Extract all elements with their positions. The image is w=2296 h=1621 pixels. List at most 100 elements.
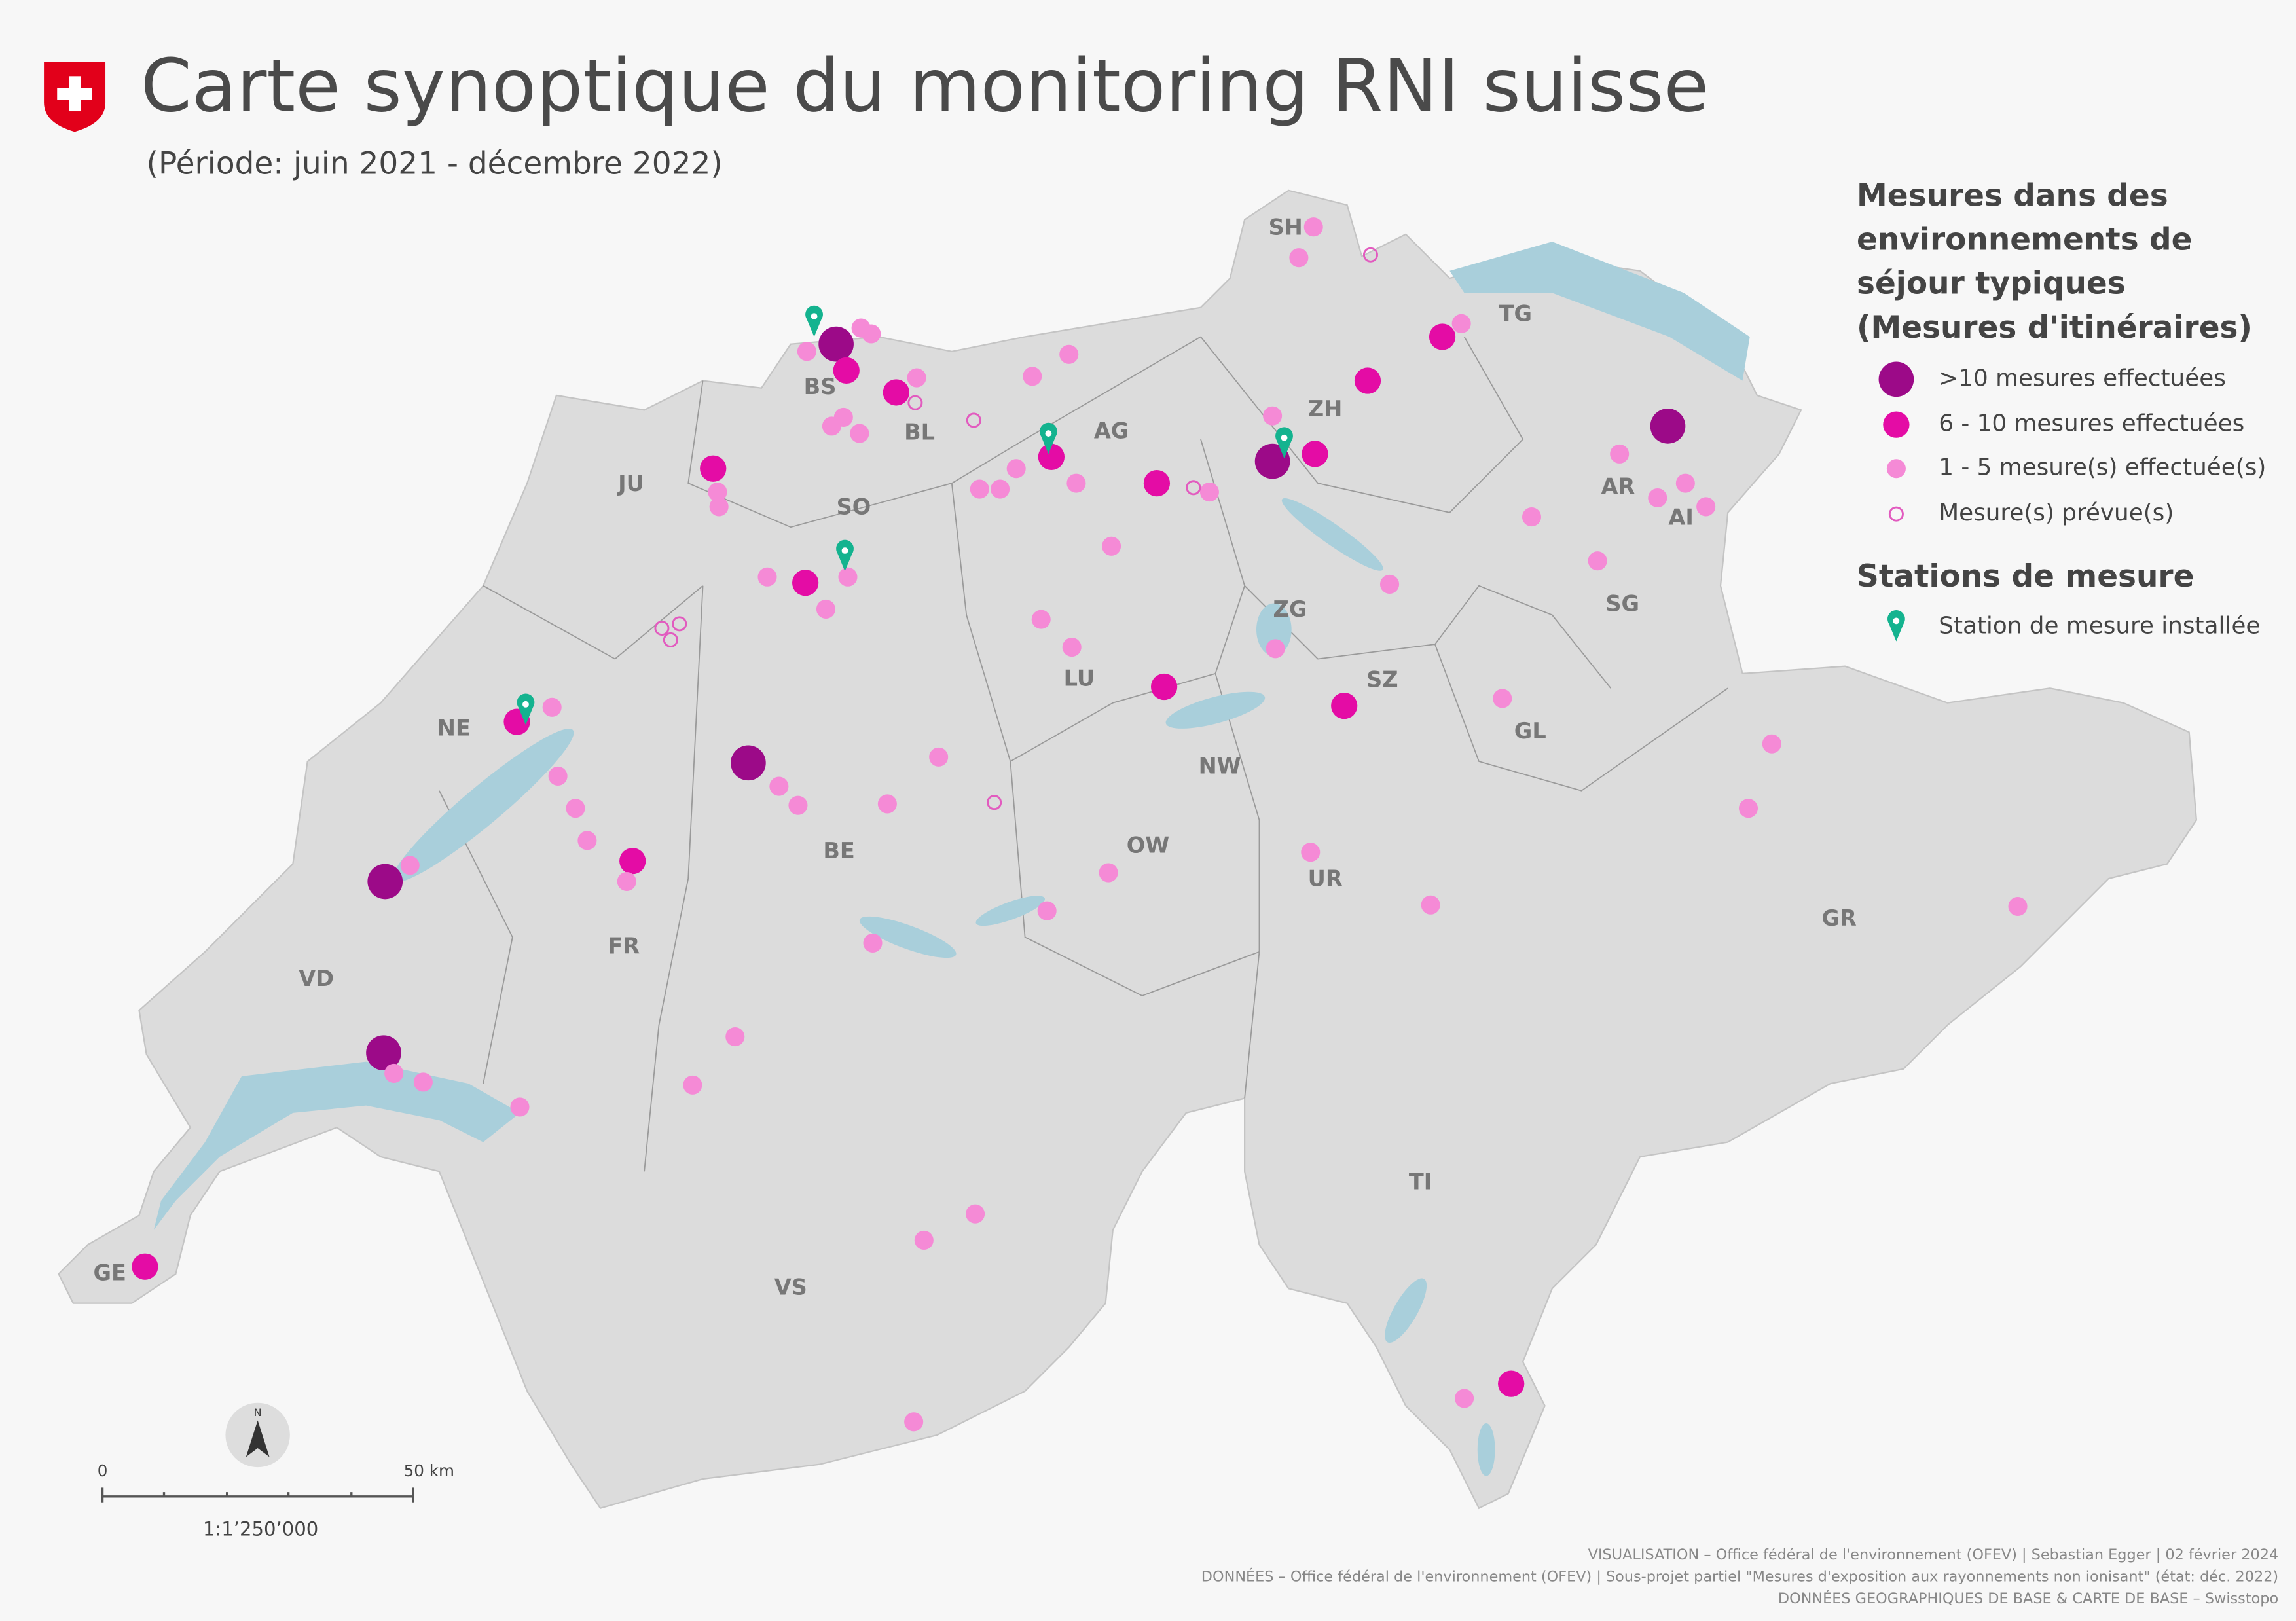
marker-small [542,697,562,717]
marker-planned [672,616,687,632]
marker-mid [833,357,860,384]
marker-small [683,1075,702,1095]
title: Carte synoptique du monitoring RNI suiss… [141,43,1709,128]
marker-small [1006,459,1026,479]
marker-planned [1888,506,1904,522]
marker-big [1254,443,1290,479]
marker-small [566,799,585,818]
marker-small [708,483,727,502]
canton-label: ZG [1273,596,1307,622]
legend-label: Station de mesure installée [1939,612,2260,639]
marker-small [1289,248,1309,268]
credit: VISUALISATION – Office fédéral de l'envi… [1588,1546,2278,1563]
marker-small [1023,367,1042,386]
station-marker [1039,422,1057,454]
marker-planned [987,795,1002,810]
marker-small [1099,863,1118,883]
marker-small [877,794,897,814]
marker-planned [663,632,678,647]
canton-label: BS [804,374,837,399]
marker-small [1380,574,1400,594]
marker-small [863,933,883,953]
marker-small [1522,507,1542,527]
legend-title: séjour typiques [1857,266,2126,302]
marker-small [510,1097,530,1117]
marker-mid [1038,443,1065,470]
station-marker-dot [1281,434,1288,441]
legend-label: 6 - 10 mesures effectuées [1939,410,2244,437]
marker-small [1066,473,1086,493]
canton-label: BL [904,420,935,445]
legend-title: (Mesures d'itinéraires) [1857,310,2252,346]
marker-small [1263,406,1283,426]
marker-mid [1331,692,1358,719]
marker-mid [132,1253,158,1280]
marker-small [757,567,777,587]
marker-small [850,424,869,443]
marker-small [1610,444,1630,464]
marker-small [1493,689,1512,708]
marker-big [1878,361,1914,397]
canton-label: BE [823,838,854,864]
marker-small [384,1063,404,1084]
marker-big [731,745,766,781]
marker-small [929,747,949,767]
canton-label: LU [1064,665,1095,691]
credit: DONNÉES GEOGRAPHIQUES DE BASE & CARTE DE… [1778,1589,2278,1607]
station-marker-dot [522,701,529,708]
marker-small [991,479,1010,499]
marker-mid [619,848,646,875]
marker-small [904,1412,924,1432]
canton-label: AR [1601,473,1635,499]
marker-small [577,831,597,850]
markers [132,217,2028,1432]
station-marker [805,305,823,337]
marker-small [1738,799,1758,818]
station-marker [1275,427,1293,459]
marker-big [818,326,854,362]
marker-mid [1143,469,1171,497]
marker-planned [1362,247,1378,263]
canton-label: TG [1499,301,1532,326]
marker-small [1455,1389,1474,1408]
marker-small [1037,901,1057,920]
station-marker-dot [1893,617,1900,625]
marker-small [838,567,858,587]
marker-small [822,416,841,436]
canton-label: SO [837,494,871,520]
station-marker-dot [841,547,848,554]
marker-planned [966,412,981,428]
station-marker [517,693,535,725]
marker-big [1650,409,1686,444]
marker-small [1886,459,1906,479]
marker-small [725,1027,745,1047]
station-marker-dot [811,313,818,320]
marker-small [1303,217,1323,237]
legend-label: 1 - 5 mesure(s) effectuée(s) [1939,454,2266,481]
marker-small [709,497,729,517]
marker-small [1059,344,1079,364]
legend-subtitle: Stations de mesure [1857,558,2194,594]
marker-small [413,1072,433,1092]
scale-label: 0 [98,1461,108,1480]
canton-label: AI [1668,504,1693,530]
marker-planned [1186,480,1201,496]
station-marker [836,539,854,572]
marker-mid [1302,441,1328,467]
marker-small [1102,536,1121,556]
marker-small [400,856,420,875]
marker-small [1675,473,1695,493]
marker-small [1421,895,1440,915]
marker-small [1762,734,1781,754]
marker-small [1301,843,1321,862]
marker-mid [1498,1370,1525,1397]
marker-small [1588,551,1607,571]
marker-mid [700,455,727,482]
marker-small [1199,483,1219,502]
marker-small [907,368,926,388]
marker-mid [883,379,909,406]
scale-bar: N 0 50 km 1:1’250’000 [98,1402,454,1540]
canton-label: SG [1605,591,1639,616]
